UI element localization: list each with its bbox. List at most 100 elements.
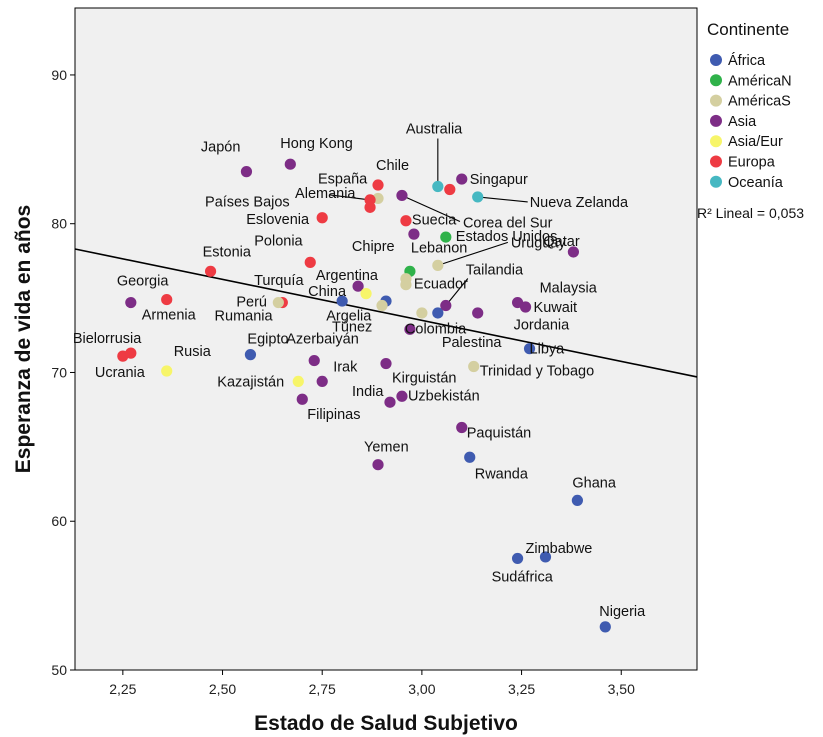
point-tunez <box>376 299 388 312</box>
label-paquistan: Paquistán <box>467 426 532 442</box>
label-armenia: Armenia <box>142 308 197 324</box>
point-sudafrica <box>511 552 524 565</box>
point-uruguay <box>432 259 444 271</box>
legend-swatch-europa <box>710 155 722 168</box>
label-uruguay: Uruguay <box>511 235 567 251</box>
point-yemen <box>372 459 384 471</box>
r-squared-label: R² Lineal = 0,053 <box>697 205 804 221</box>
x-tick-label: 2,75 <box>309 681 336 697</box>
point-china <box>336 295 348 307</box>
label-polonia: Polonia <box>254 233 303 249</box>
point-zimbabwe <box>539 551 552 563</box>
leader-nueva-zelanda <box>477 196 528 203</box>
legend-swatch-oceania <box>710 175 722 188</box>
point-ecuador <box>400 279 412 291</box>
label-suecia: Suecia <box>412 213 457 229</box>
label-zimbabwe: Zimbabwe <box>525 541 592 557</box>
point-ghana <box>571 494 583 507</box>
point-polonia <box>304 256 316 268</box>
legend-swatch-americaN <box>710 74 722 87</box>
label-bielorrusia: Bielorrusia <box>73 331 142 347</box>
legend: Continente África AméricaN AméricaS Asia Asi… <box>707 20 792 191</box>
label-japon: Japón <box>201 140 241 156</box>
label-rusia: Rusia <box>174 344 212 360</box>
point-armenia <box>161 293 173 306</box>
point-azerbaiyan <box>308 354 320 367</box>
legend-swatch-asia <box>710 114 722 127</box>
label-rwanda: Rwanda <box>475 466 529 482</box>
label-china: China <box>308 284 347 300</box>
point-nueva-zelanda <box>472 191 484 203</box>
legend-label-africa: África <box>728 52 766 69</box>
label-tunez: Túnez <box>332 320 372 336</box>
label-georgia: Georgia <box>117 274 170 290</box>
label-paises-bajos: Países Bajos <box>205 194 290 210</box>
label-irak: Irak <box>333 359 358 375</box>
label-jordania: Jordania <box>514 317 571 333</box>
point-chipre <box>408 228 420 240</box>
point-georgia <box>125 296 137 309</box>
label-lebanon: Lebanon <box>411 240 467 256</box>
fit-line <box>74 248 698 378</box>
point-bielorrusia <box>125 347 137 359</box>
point-chile <box>372 179 384 191</box>
label-ecuador: Ecuador <box>414 277 468 293</box>
label-argentina: Argentina <box>316 268 379 284</box>
point-rusia <box>161 365 173 377</box>
point-eslovenia <box>316 212 328 224</box>
label-yemen: Yemen <box>364 440 409 456</box>
point-australia <box>432 180 444 193</box>
legend-swatch-asiaeur <box>710 135 722 148</box>
label-australia: Australia <box>406 122 463 138</box>
label-uzbekistan: Uzbekistán <box>408 388 480 404</box>
point-point-29 <box>416 307 428 319</box>
leader-corea-del-sur <box>401 194 461 222</box>
legend-label-americaN: AméricaN <box>728 73 792 89</box>
label-eslovenia: Eslovenia <box>246 212 310 228</box>
y-tick-label: 70 <box>51 364 67 380</box>
point-colombia <box>404 323 416 335</box>
label-estonia: Estonia <box>203 244 252 260</box>
label-filipinas: Filipinas <box>307 407 360 423</box>
point-point-32 <box>472 307 484 319</box>
point-point-30 <box>432 307 444 319</box>
point-egipto <box>244 349 257 361</box>
point-nigeria <box>599 621 611 633</box>
point-kuwait <box>519 301 532 313</box>
label-tailandia: Tailandia <box>466 263 524 279</box>
leader-tailandia <box>445 278 469 306</box>
point-turquia <box>352 280 364 292</box>
point-point-8 <box>444 183 456 196</box>
y-tick-label: 50 <box>51 662 67 678</box>
data-points <box>117 158 611 633</box>
label-kirguistan: Kirguistán <box>392 371 456 387</box>
point-estados-unidos <box>440 231 452 243</box>
point-india <box>384 396 396 408</box>
plot-area <box>74 7 698 671</box>
label-alemania: Alemania <box>295 186 356 202</box>
point-kirguistan <box>380 357 392 370</box>
label-rumania: Rumania <box>215 308 274 324</box>
point-corea-del-sur <box>396 189 408 202</box>
label-malaysia: Malaysia <box>540 281 598 297</box>
leader-alemania <box>329 194 371 201</box>
label-nigeria: Nigeria <box>599 604 646 620</box>
y-tick-label: 80 <box>51 216 67 232</box>
point-trinidad-y-tobago <box>468 360 480 373</box>
point-estonia <box>204 265 217 277</box>
point-kazajistan <box>292 375 304 387</box>
x-tick-label: 2,25 <box>109 681 136 697</box>
point-filipinas <box>296 393 308 405</box>
label-singapur: Singapur <box>470 172 528 188</box>
label-kuwait: Kuwait <box>534 300 578 316</box>
point-point-28 <box>272 296 284 309</box>
label-chile: Chile <box>376 158 409 174</box>
point-point-23 <box>360 288 372 300</box>
label-egipto: Egipto <box>247 332 288 348</box>
x-tick-label: 2,50 <box>209 681 236 697</box>
label-colombia: Colombia <box>405 321 467 337</box>
x-axis-title: Estado de Salud Subjetivo <box>254 712 518 735</box>
label-espana: España <box>318 171 368 187</box>
legend-label-europa: Europa <box>728 155 776 171</box>
